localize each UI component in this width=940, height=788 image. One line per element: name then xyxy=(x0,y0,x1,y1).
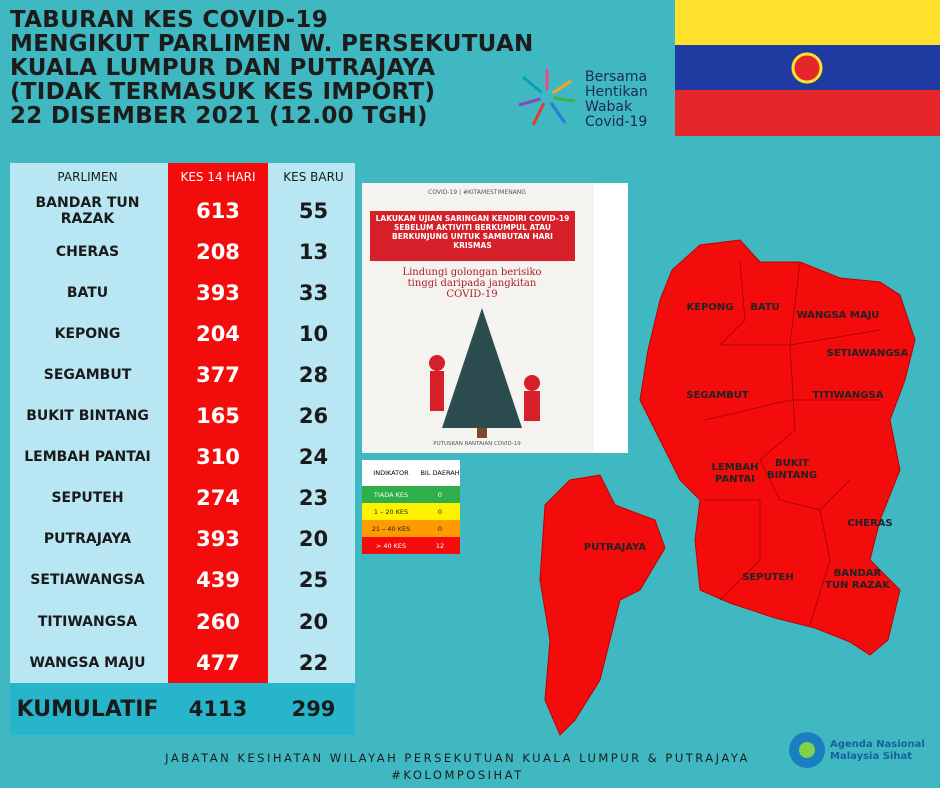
poster-footer: PUTUSKAN RANTAIAN COVID-19 xyxy=(433,441,521,447)
title-line: TABURAN KES COVID-19 xyxy=(10,7,329,33)
column-header: KES 14 HARI xyxy=(180,169,256,184)
new-cases: 20 xyxy=(298,609,329,634)
title-line: 22 DISEMBER 2021 (12.00 TGH) xyxy=(10,103,428,129)
footer-logo-mark xyxy=(789,732,825,768)
cases-14-days: 260 xyxy=(196,609,240,634)
map-label: KEPONG xyxy=(686,302,734,313)
campaign-text-line: Wabak xyxy=(585,99,633,115)
poster-illustration xyxy=(429,308,540,438)
new-cases: 28 xyxy=(298,362,329,387)
new-cases: 26 xyxy=(298,404,329,429)
campaign-text-line: Bersama xyxy=(585,69,648,85)
cases-14-days: 439 xyxy=(196,568,240,593)
new-cases: 22 xyxy=(298,650,329,675)
parlimen-name: BANDAR TUN RAZAK xyxy=(35,194,140,227)
parlimen-name: SEPUTEH xyxy=(51,490,124,507)
map-label: BUKIT BINTANG xyxy=(766,458,818,481)
legend-cell: 12 xyxy=(435,541,445,550)
campaign-text-line: Hentikan xyxy=(585,84,648,100)
title-line: (TIDAK TERMASUK KES IMPORT) xyxy=(10,79,436,105)
map-label: TITIWANGSA xyxy=(812,390,884,401)
parlimen-name: SEGAMBUT xyxy=(43,366,132,383)
cases-14-days: 274 xyxy=(196,486,240,511)
cases-14-days: 204 xyxy=(196,321,240,346)
new-cases: 13 xyxy=(298,239,329,264)
map-label: LEMBAH PANTAI xyxy=(711,462,759,485)
red-column xyxy=(168,163,268,683)
poster-sidebar xyxy=(594,183,628,453)
title: TABURAN KES COVID-19 MENGIKUT PARLIMEN W.… xyxy=(10,8,534,128)
case-table: PARLIMEN KES 14 HARI KES BARU BANDAR TUN RA… xyxy=(10,163,355,735)
map-label: SEPUTEH xyxy=(742,572,794,583)
map-label: BATU xyxy=(750,302,780,313)
new-cases: 24 xyxy=(298,445,329,470)
map-label: SEGAMBUT xyxy=(686,390,749,401)
legend-row-bg xyxy=(362,520,460,537)
parlimen-name: WANGSA MAJU xyxy=(29,654,146,671)
legend-cell: 0 xyxy=(437,507,443,516)
parlimen-name: KEPONG xyxy=(54,325,121,342)
flag xyxy=(675,0,940,136)
campaign-text-line: Covid-19 xyxy=(585,114,648,130)
cases-14-days: 165 xyxy=(196,404,240,429)
column-header: PARLIMEN xyxy=(57,169,118,184)
legend-row-bg xyxy=(362,486,460,503)
total-cell: 299 xyxy=(291,697,336,721)
map-label: SETIAWANGSA xyxy=(826,348,909,359)
parlimen-name: PUTRAJAYA xyxy=(43,531,132,548)
total-cell: KUMULATIF xyxy=(16,696,159,722)
footer: JABATAN KESIHATAN WILAYAH PERSEKUTUAN KU… xyxy=(100,750,815,784)
cases-14-days: 310 xyxy=(196,445,240,470)
legend-cell: TIADA KES xyxy=(373,490,409,499)
cases-14-days: 393 xyxy=(196,527,240,552)
new-cases: 25 xyxy=(298,568,329,593)
legend-table: INDIKATOR BIL DAERAH TIADA KES 0 1 – 20 KES 0… xyxy=(362,460,460,554)
legend-header: INDIKATOR xyxy=(373,469,409,477)
map-label: BANDAR TUN RAZAK xyxy=(825,568,890,591)
parlimen-name: SETIAWANGSA xyxy=(30,572,145,589)
legend-header: BIL DAERAH xyxy=(420,469,460,477)
footer-line: JABATAN KESIHATAN WILAYAH PERSEKUTUAN KU… xyxy=(165,751,750,765)
parlimen-name: BUKIT BINTANG xyxy=(26,408,149,425)
cases-14-days: 477 xyxy=(196,650,240,675)
map-label: CHERAS xyxy=(847,518,893,529)
poster-tagline: Lindungi golongan berisiko tinggi daripa… xyxy=(402,267,542,300)
new-cases: 10 xyxy=(298,321,329,346)
parlimen-name: CHERAS xyxy=(55,243,120,260)
footer-line: #KOLOMPOSIHAT xyxy=(391,768,524,782)
legend-row-bg xyxy=(362,503,460,520)
new-cases: 20 xyxy=(298,527,329,552)
poster-tag: COVID-19 | #KITAMESTIMENANG xyxy=(428,189,526,196)
cases-14-days: 377 xyxy=(196,362,240,387)
map-label: WANGSA MAJU xyxy=(796,310,880,321)
total-cell: 4113 xyxy=(188,697,248,721)
campaign-text: Bersama Hentikan Wabak Covid-19 xyxy=(585,70,648,130)
new-cases: 23 xyxy=(298,486,329,511)
legend-cell: 0 xyxy=(437,490,443,499)
campaign-logo xyxy=(518,69,576,126)
legend-cell: 1 – 20 KES xyxy=(373,507,409,516)
title-line: MENGIKUT PARLIMEN W. PERSEKUTUAN xyxy=(10,31,534,57)
total-row xyxy=(10,683,355,735)
column-header: KES BARU xyxy=(283,169,344,184)
legend-cell: 0 xyxy=(437,524,443,533)
legend-cell: > 40 KES xyxy=(375,541,407,550)
new-cases: 33 xyxy=(298,280,329,305)
map-label: PUTRAJAYA xyxy=(583,542,647,553)
footer-logo-text: Agenda Nasional Malaysia Sihat xyxy=(830,738,925,762)
legend-cell: 21 – 40 KES xyxy=(371,524,411,533)
poster: COVID-19 | #KITAMESTIMENANG LAKUKAN UJIA… xyxy=(362,183,628,453)
new-cases: 55 xyxy=(298,198,329,223)
footer-logo: Agenda Nasional Malaysia Sihat xyxy=(785,728,935,773)
parlimen-name: BATU xyxy=(66,284,109,301)
title-line: KUALA LUMPUR DAN PUTRAJAYA xyxy=(10,55,436,81)
poster-banner: LAKUKAN UJIAN SARINGAN KENDIRI COVID-19 … xyxy=(370,211,575,261)
cases-14-days: 613 xyxy=(196,198,240,223)
parlimen-name: LEMBAH PANTAI xyxy=(24,449,151,466)
parlimen-name: TITIWANGSA xyxy=(37,613,138,630)
legend-row-bg xyxy=(362,537,460,554)
cases-14-days: 393 xyxy=(196,280,240,305)
cases-14-days: 208 xyxy=(196,239,240,264)
